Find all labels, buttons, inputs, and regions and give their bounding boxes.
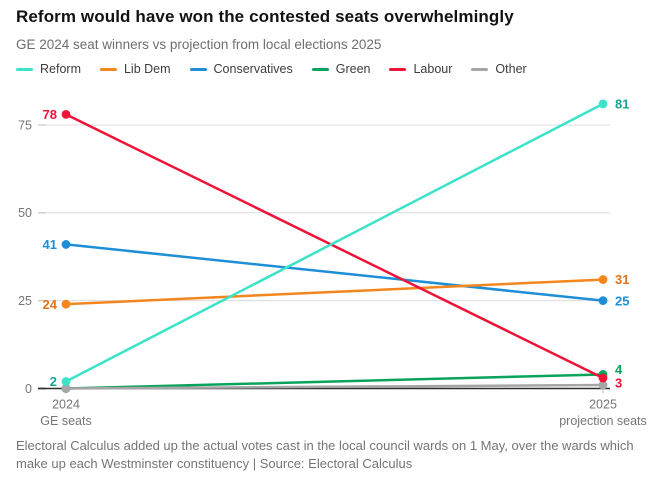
data-point-conservatives [61, 240, 71, 249]
legend-item-labour: Labour [389, 62, 452, 76]
data-point-labour [598, 373, 608, 383]
legend-label: Other [495, 62, 527, 76]
x-tick-label: 2024 [52, 398, 80, 412]
legend-swatch-labour [389, 67, 407, 71]
legend-label: Labour [413, 62, 453, 76]
y-tick-label: 75 [18, 118, 32, 132]
legend-label: Reform [40, 62, 81, 76]
x-tick-label: projection seats [559, 414, 647, 428]
value-label-start-labour: 78 [43, 107, 57, 122]
legend-label: Conservatives [213, 62, 293, 76]
legend-item-conservatives: Conservatives [189, 62, 293, 76]
legend-item-green: Green [311, 62, 371, 76]
legend-item-other: Other [471, 62, 527, 76]
source-note: Electoral Calculus added up the actual v… [16, 438, 634, 472]
chart-subtitle: GE 2024 seat winners vs projection from … [16, 37, 382, 52]
chart-title: Reform would have won the contested seat… [16, 7, 514, 26]
legend-swatch-other [471, 67, 489, 71]
legend-item-reform: Reform [16, 62, 81, 76]
legend-swatch-green [311, 67, 329, 71]
series-line-green [65, 373, 604, 390]
legend-swatch-conservatives [189, 67, 207, 71]
legend-label: Green [335, 62, 371, 76]
data-point-labour [61, 110, 71, 119]
legend-label: Lib Dem [123, 62, 171, 76]
legend-swatch-lib-dem [99, 67, 117, 71]
x-tick-label: GE seats [40, 414, 91, 428]
series-line-lib-dem [65, 278, 604, 306]
data-point-other [598, 380, 608, 390]
value-label-end-labour: 3 [615, 376, 622, 391]
y-tick-label: 25 [18, 294, 32, 308]
series-line-other [65, 383, 604, 390]
value-label-end-green: 4 [615, 362, 623, 377]
data-point-lib-dem [61, 299, 71, 309]
data-point-other [61, 384, 71, 393]
data-point-lib-dem [598, 275, 608, 284]
value-label-start-conservatives: 41 [43, 237, 57, 252]
slope-chart: 0 25 50 75 2024 GE seats 2025 projection seats 7… [18, 96, 647, 428]
y-tick-label: 50 [18, 206, 32, 220]
series-line-reform [65, 102, 604, 383]
x-tick-label: 2025 [589, 398, 617, 412]
value-label-start-lib-dem: 24 [43, 297, 58, 312]
series-line-labour [65, 113, 604, 380]
legend-swatch-reform [16, 67, 33, 71]
legend: Reform Lib Dem Conservatives Green Labour Oth… [16, 62, 527, 76]
value-label-end-reform: 81 [615, 96, 629, 111]
legend-item-lib-dem: Lib Dem [99, 62, 171, 76]
data-point-conservatives [598, 296, 608, 306]
series-line-conservatives [65, 243, 604, 302]
data-point-reform [61, 377, 71, 386]
data-point-reform [598, 99, 608, 109]
value-label-end-lib-dem: 31 [615, 272, 629, 287]
y-tick-label: 0 [25, 382, 32, 396]
value-label-start-reform: 2 [50, 374, 57, 389]
value-label-end-conservatives: 25 [615, 293, 629, 308]
